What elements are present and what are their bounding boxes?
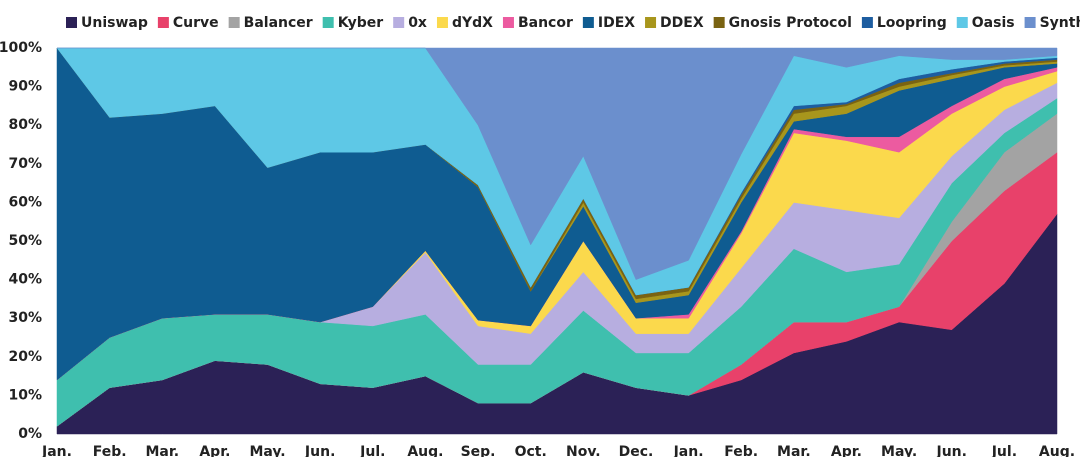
x-tick-label: Dec. bbox=[619, 444, 654, 457]
legend-swatch bbox=[393, 17, 405, 28]
legend-swatch bbox=[66, 17, 77, 28]
x-tick-label: Oct. bbox=[515, 444, 547, 457]
legend-swatch bbox=[502, 17, 514, 28]
x-tick-label: Sep. bbox=[461, 444, 496, 457]
x-tick-label: Nov. bbox=[566, 444, 601, 457]
y-tick-label: 60% bbox=[8, 194, 42, 210]
legend-label: dYdX bbox=[452, 15, 493, 31]
x-tick-label: Jan. bbox=[41, 444, 72, 457]
legend-swatch bbox=[713, 17, 725, 28]
legend-label: Oasis bbox=[972, 15, 1015, 31]
x-tick-label: Jun. bbox=[936, 444, 967, 457]
x-tick-label: Apr. bbox=[831, 444, 862, 457]
legend-label: Synthetix bbox=[1040, 15, 1080, 31]
y-tick-label: 100% bbox=[0, 40, 42, 56]
x-tick-label: Feb. bbox=[724, 444, 758, 457]
legend-label: Balancer bbox=[244, 15, 313, 31]
y-tick-label: 30% bbox=[8, 310, 42, 326]
legend-label: IDEX bbox=[598, 15, 635, 31]
legend-swatch bbox=[956, 17, 968, 28]
x-tick-label: Feb. bbox=[93, 444, 127, 457]
legend-swatch bbox=[436, 17, 448, 28]
legend-label: 0x bbox=[408, 15, 427, 31]
legend-label: Gnosis Protocol bbox=[729, 15, 852, 31]
x-tick-label: Aug. bbox=[407, 444, 443, 457]
y-tick-label: 80% bbox=[8, 117, 42, 133]
legend-label: Uniswap bbox=[81, 15, 148, 31]
legend-swatch bbox=[322, 17, 334, 28]
x-tick-label: Mar. bbox=[145, 444, 179, 457]
legend-label: Bancor bbox=[518, 15, 573, 31]
x-tick-label: Jul. bbox=[991, 444, 1017, 457]
y-tick-label: 50% bbox=[8, 233, 42, 249]
legend-label: DDEX bbox=[660, 15, 704, 31]
y-tick-label: 10% bbox=[8, 387, 42, 403]
x-tick-label: Jun. bbox=[304, 444, 335, 457]
legend-swatch bbox=[582, 17, 594, 28]
y-tick-label: 0% bbox=[18, 426, 42, 442]
x-tick-label: May. bbox=[881, 444, 917, 457]
x-tick-label: Aug. bbox=[1039, 444, 1075, 457]
legend-label: Kyber bbox=[338, 15, 384, 31]
legend-swatch bbox=[861, 17, 873, 28]
legend-label: Curve bbox=[173, 15, 219, 31]
legend-swatch bbox=[228, 17, 240, 28]
area bbox=[57, 47, 1058, 280]
legend-swatch bbox=[645, 17, 657, 28]
legend-label: Loopring bbox=[877, 15, 947, 31]
x-tick-label: May. bbox=[249, 444, 285, 457]
x-tick-label: Apr. bbox=[199, 444, 230, 457]
y-tick-label: 90% bbox=[8, 79, 42, 95]
legend-swatch bbox=[1024, 17, 1036, 28]
x-tick-label: Mar. bbox=[777, 444, 811, 457]
x-tick-label: Jan. bbox=[673, 444, 704, 457]
y-tick-label: 70% bbox=[8, 156, 42, 172]
y-tick-label: 40% bbox=[8, 272, 42, 288]
x-tick-label: Jul. bbox=[359, 444, 385, 457]
legend-swatch bbox=[157, 17, 169, 28]
y-tick-label: 20% bbox=[8, 349, 42, 365]
